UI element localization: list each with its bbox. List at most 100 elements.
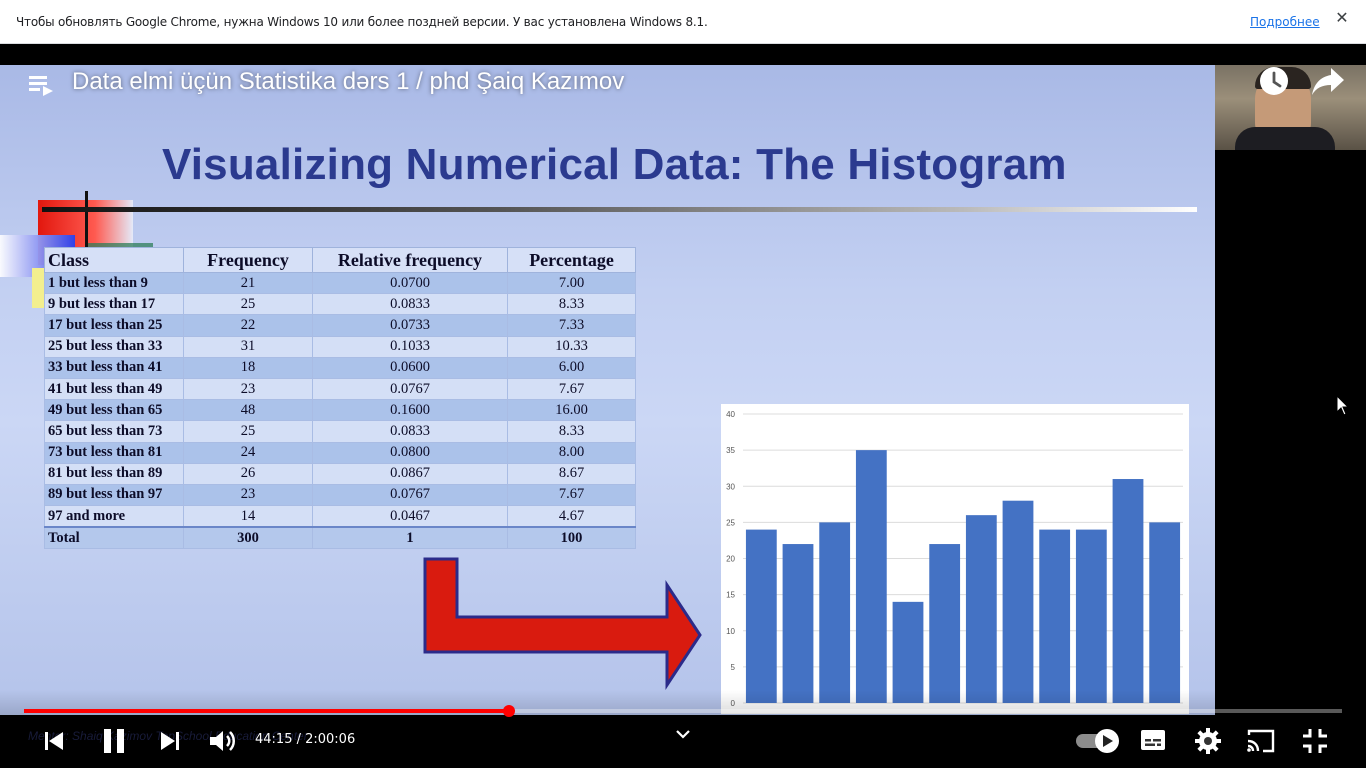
histogram-bar — [892, 601, 924, 703]
y-tick-label: 5 — [731, 663, 736, 672]
table-row: 65 but less than 73 25 0.0833 8.33 — [44, 420, 636, 443]
table-cell: 23 — [183, 377, 313, 401]
table-cell: 4.67 — [507, 505, 636, 528]
table-cell: 1 but less than 9 — [44, 271, 184, 295]
table-cell: 14 — [183, 505, 313, 528]
table-cell: 24 — [183, 441, 313, 464]
chevron-down-icon[interactable] — [675, 728, 691, 742]
table-cell: 21 — [183, 271, 313, 295]
histogram-bar — [782, 544, 814, 703]
histogram-bar — [1149, 522, 1181, 703]
table-cell: 0.0733 — [312, 314, 508, 337]
volume-icon[interactable] — [208, 728, 236, 754]
column-header: Percentage — [507, 247, 636, 273]
table-cell: 33 but less than 41 — [44, 356, 184, 379]
y-tick-label: 30 — [726, 482, 735, 491]
table-cell: 0.1033 — [312, 335, 508, 358]
table-cell: 81 but less than 89 — [44, 462, 184, 485]
learn-more-link[interactable]: Подробнее — [1250, 15, 1320, 29]
histogram-bar — [855, 450, 887, 703]
presenter-shirt — [1235, 127, 1335, 150]
table-cell: 23 — [183, 483, 313, 507]
previous-icon[interactable] — [42, 729, 66, 753]
cast-icon[interactable] — [1246, 729, 1276, 753]
table-body: 1 but less than 9 21 0.0700 7.00 9 but less … — [44, 271, 636, 550]
share-icon[interactable] — [1311, 66, 1345, 96]
table-cell: 65 but less than 73 — [44, 420, 184, 443]
close-icon[interactable]: ✕ — [1335, 10, 1349, 27]
table-cell: Total — [44, 526, 184, 550]
table-cell: 16.00 — [507, 399, 636, 422]
table-cell: 0.0767 — [312, 377, 508, 401]
subtitles-icon[interactable] — [1140, 729, 1166, 751]
table-header-row: Class Frequency Relative frequency Perce… — [44, 247, 636, 273]
table-cell: 41 but less than 49 — [44, 377, 184, 401]
histogram-bar — [965, 515, 997, 703]
table-total-row: Total 300 1 100 — [44, 526, 636, 550]
table-cell: 100 — [507, 526, 636, 550]
histogram-bar — [1039, 529, 1071, 703]
y-tick-label: 20 — [726, 555, 735, 564]
table-cell: 48 — [183, 399, 313, 422]
table-row: 33 but less than 41 18 0.0600 6.00 — [44, 356, 636, 379]
table-row: 97 and more 14 0.0467 4.67 — [44, 505, 636, 528]
y-tick-label: 25 — [726, 518, 735, 527]
update-infobar: Чтобы обновлять Google Chrome, нужна Win… — [0, 0, 1366, 44]
red-arrow-icon — [423, 557, 702, 690]
table-cell: 25 — [183, 420, 313, 443]
table-row: 81 but less than 89 26 0.0867 8.67 — [44, 462, 636, 485]
mouse-cursor-icon — [1336, 395, 1350, 416]
table-cell: 8.67 — [507, 462, 636, 485]
progress-bar[interactable] — [24, 705, 1342, 717]
y-tick-label: 0 — [731, 699, 736, 708]
watch-later-icon[interactable] — [1258, 65, 1290, 97]
histogram-bar — [929, 544, 961, 703]
table-cell: 8.33 — [507, 293, 636, 316]
table-row: 89 but less than 97 23 0.0767 7.67 — [44, 483, 636, 507]
table-cell: 0.1600 — [312, 399, 508, 422]
table-cell: 7.33 — [507, 314, 636, 337]
time-display: 44:15 / 2:00:06 — [255, 732, 356, 747]
table-cell: 0.0833 — [312, 293, 508, 316]
y-tick-label: 35 — [726, 446, 735, 455]
table-cell: 300 — [183, 526, 313, 550]
table-cell: 7.67 — [507, 377, 636, 401]
column-header: Frequency — [183, 247, 313, 273]
y-tick-label: 10 — [726, 627, 735, 636]
slide-title: Visualizing Numerical Data: The Histogra… — [162, 140, 1067, 189]
table-cell: 0.0767 — [312, 483, 508, 507]
table-cell: 1 — [312, 526, 508, 550]
table-cell: 17 but less than 25 — [44, 314, 184, 337]
table-cell: 7.67 — [507, 483, 636, 507]
table-cell: 89 but less than 97 — [44, 483, 184, 507]
table-cell: 97 and more — [44, 505, 184, 528]
table-cell: 25 but less than 33 — [44, 335, 184, 358]
histogram-bar — [745, 529, 777, 703]
table-row: 1 but less than 9 21 0.0700 7.00 — [44, 271, 636, 295]
exit-fullscreen-icon[interactable] — [1302, 728, 1328, 754]
autoplay-toggle[interactable] — [1076, 728, 1122, 754]
table-row: 49 but less than 65 48 0.1600 16.00 — [44, 399, 636, 422]
table-cell: 6.00 — [507, 356, 636, 379]
table-cell: 8.33 — [507, 420, 636, 443]
histogram-bar — [1002, 500, 1034, 703]
table-cell: 31 — [183, 335, 313, 358]
table-cell: 0.0700 — [312, 271, 508, 295]
settings-icon[interactable] — [1195, 728, 1221, 754]
column-header: Relative frequency — [312, 247, 508, 273]
table-row: 41 but less than 49 23 0.0767 7.67 — [44, 377, 636, 401]
histogram-bar — [1112, 479, 1144, 703]
table-cell: 10.33 — [507, 335, 636, 358]
table-cell: 0.0833 — [312, 420, 508, 443]
playlist-icon[interactable] — [28, 71, 54, 97]
frequency-table: Class Frequency Relative frequency Perce… — [44, 247, 636, 550]
table-cell: 18 — [183, 356, 313, 379]
next-icon[interactable] — [158, 729, 182, 753]
table-cell: 9 but less than 17 — [44, 293, 184, 316]
video-title[interactable]: Data elmi üçün Statistika dərs 1 / phd Ş… — [72, 68, 625, 95]
y-tick-label: 40 — [726, 410, 735, 419]
histogram-chart: 0 5 10 15 20 25 30 35 40 — [721, 404, 1189, 714]
table-cell: 0.0800 — [312, 441, 508, 464]
pause-icon[interactable] — [101, 727, 127, 755]
progress-scrubber[interactable] — [503, 705, 516, 717]
